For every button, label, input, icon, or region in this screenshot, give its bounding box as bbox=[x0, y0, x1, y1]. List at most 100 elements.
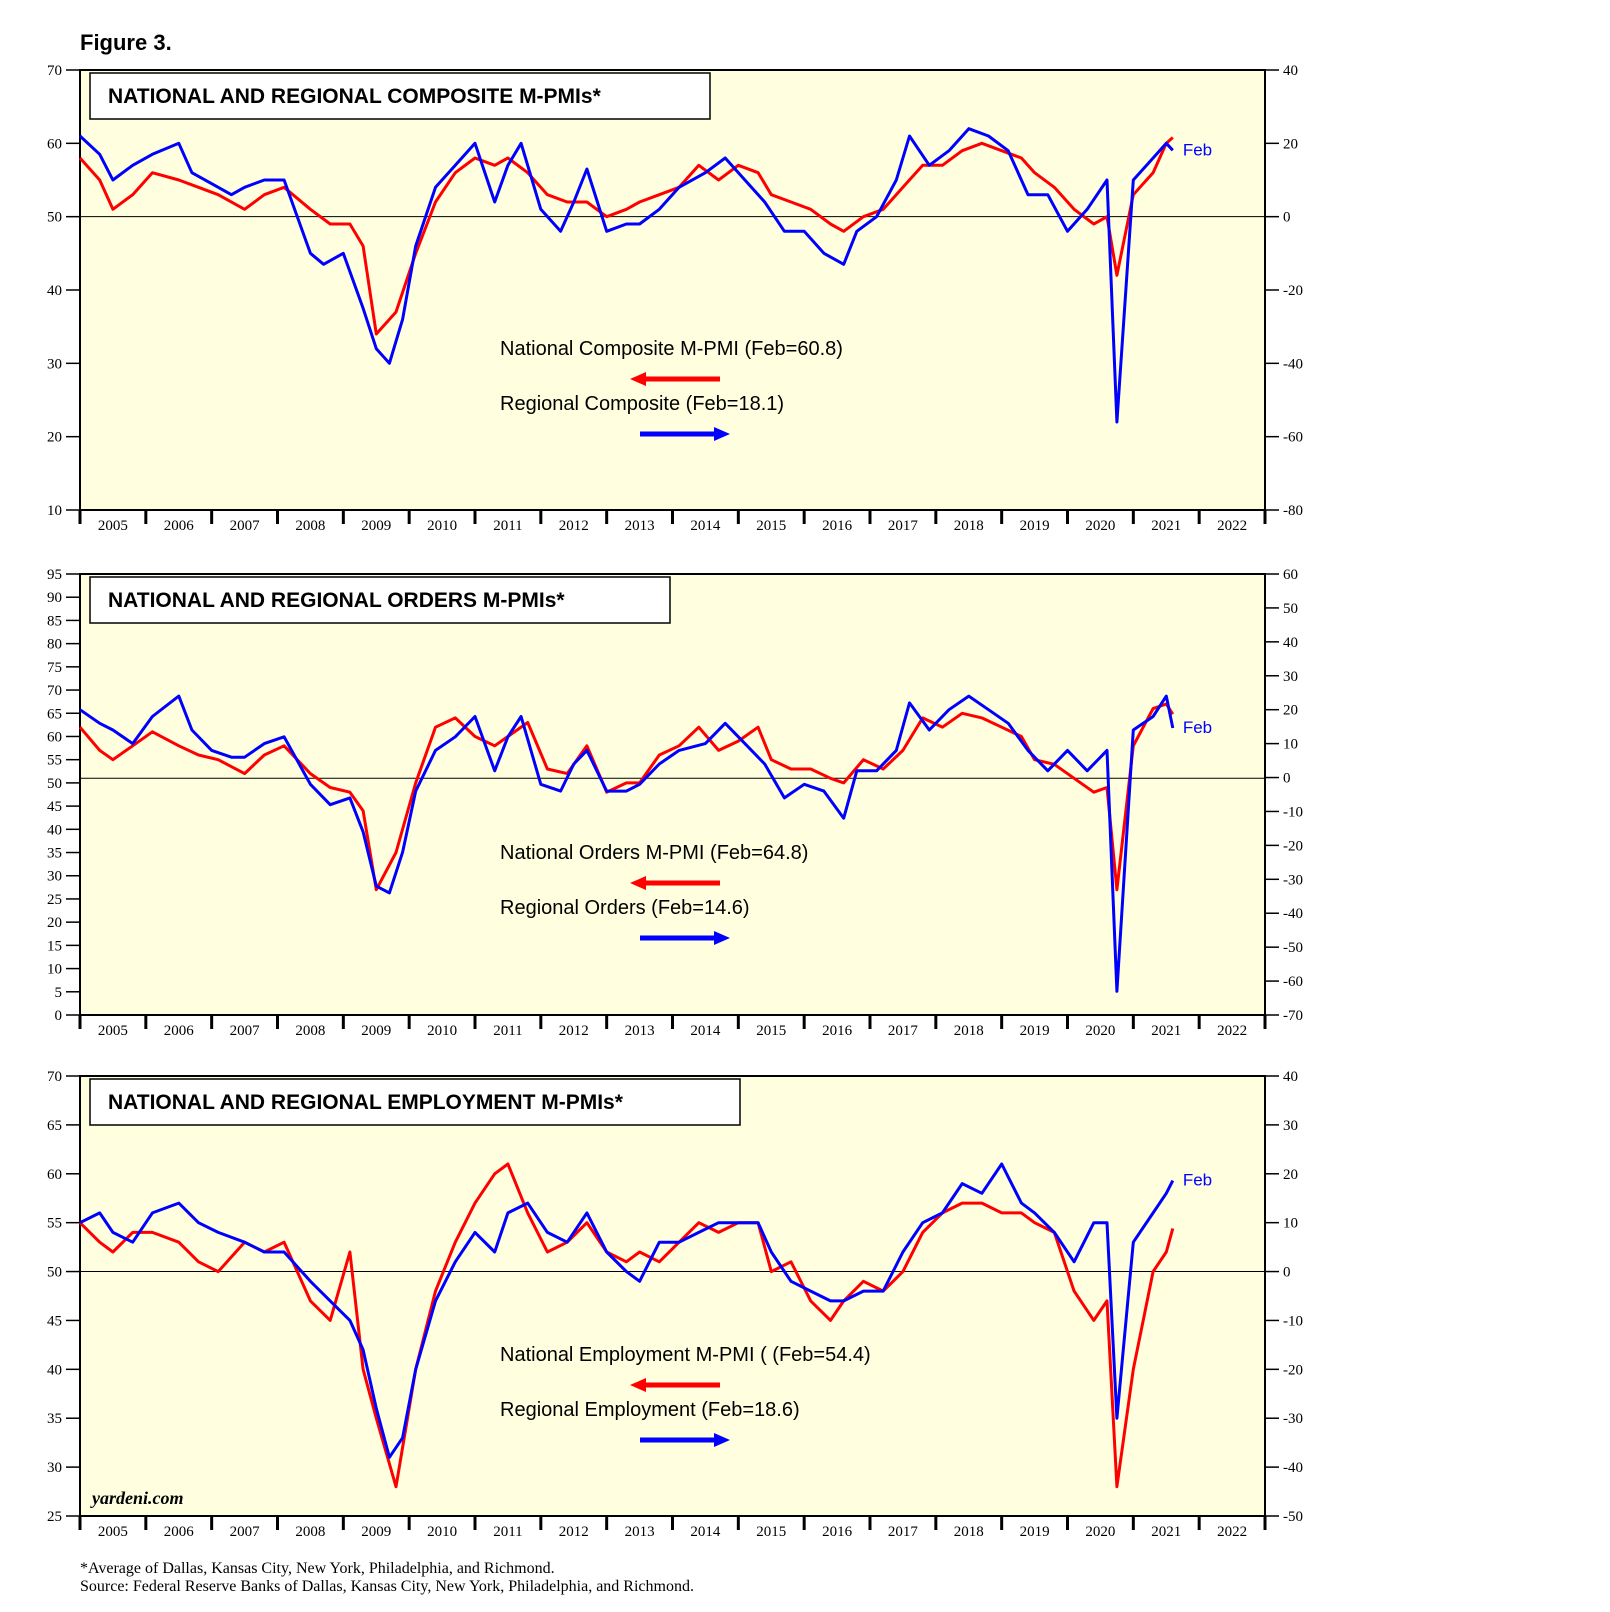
year-label: 2015 bbox=[756, 518, 786, 534]
legend-label: Regional Employment (Feb=18.6) bbox=[500, 1399, 800, 1421]
left-tick-label: 50 bbox=[47, 1265, 62, 1281]
title-box bbox=[89, 576, 671, 624]
year-label: 2005 bbox=[98, 1524, 128, 1540]
left-tick-label: 35 bbox=[47, 1411, 62, 1427]
chart-panel-3: 25 30 35 40 45 50 55 60 65 70 -50 -40 -30 -20 -10 0 10 20… bbox=[47, 1069, 1303, 1540]
plot-area bbox=[79, 573, 1266, 1016]
right-tick-label: 40 bbox=[1283, 635, 1298, 651]
left-tick-label: 15 bbox=[47, 938, 62, 954]
right-tick-label: 0 bbox=[1283, 210, 1291, 226]
year-label: 2021 bbox=[1151, 1023, 1181, 1039]
left-tick-label: 75 bbox=[47, 660, 62, 676]
year-label: 2009 bbox=[361, 1524, 391, 1540]
left-tick-label: 50 bbox=[47, 210, 62, 226]
right-tick-label: 30 bbox=[1283, 1118, 1298, 1134]
right-tick-label: -70 bbox=[1283, 1008, 1303, 1024]
left-tick-label: 20 bbox=[47, 430, 62, 446]
left-tick-label: 25 bbox=[47, 1509, 62, 1525]
year-label: 2011 bbox=[493, 1524, 522, 1540]
year-label: 2013 bbox=[625, 1524, 655, 1540]
left-tick-label: 40 bbox=[47, 283, 62, 299]
title-box bbox=[89, 72, 711, 120]
year-label: 2019 bbox=[1020, 518, 1050, 534]
year-label: 2021 bbox=[1151, 518, 1181, 534]
right-tick-label: -60 bbox=[1283, 430, 1303, 446]
right-tick-label: 10 bbox=[1283, 1216, 1298, 1232]
year-label: 2022 bbox=[1217, 1524, 1247, 1540]
year-label: 2011 bbox=[493, 518, 522, 534]
right-tick-label: 40 bbox=[1283, 63, 1298, 79]
left-tick-label: 70 bbox=[47, 63, 62, 79]
left-tick-label: 55 bbox=[47, 753, 62, 769]
year-label: 2010 bbox=[427, 1023, 457, 1039]
year-label: 2016 bbox=[822, 1023, 853, 1039]
left-tick-label: 45 bbox=[47, 1313, 62, 1329]
year-label: 2007 bbox=[230, 1524, 261, 1540]
right-tick-label: -80 bbox=[1283, 503, 1303, 519]
left-tick-label: 30 bbox=[47, 1460, 62, 1476]
year-label: 2022 bbox=[1217, 518, 1247, 534]
right-tick-label: -50 bbox=[1283, 940, 1303, 956]
left-tick-label: 5 bbox=[55, 985, 63, 1001]
year-label: 2018 bbox=[954, 1524, 984, 1540]
year-label: 2007 bbox=[230, 1023, 261, 1039]
year-label: 2009 bbox=[361, 1023, 391, 1039]
left-tick-label: 65 bbox=[47, 1118, 62, 1134]
year-label: 2019 bbox=[1020, 1023, 1050, 1039]
left-tick-label: 45 bbox=[47, 799, 62, 815]
right-tick-label: -40 bbox=[1283, 356, 1303, 372]
title-box bbox=[89, 1078, 741, 1126]
figure-title: Figure 3. bbox=[80, 30, 172, 55]
left-tick-label: 60 bbox=[47, 729, 62, 745]
chart-title: NATIONAL AND REGIONAL EMPLOYMENT M-PMIs* bbox=[108, 1091, 624, 1114]
year-label: 2010 bbox=[427, 518, 457, 534]
left-tick-label: 95 bbox=[47, 567, 62, 583]
year-label: 2017 bbox=[888, 518, 919, 534]
year-label: 2006 bbox=[164, 1023, 195, 1039]
right-tick-label: -30 bbox=[1283, 872, 1303, 888]
legend-label: Regional Orders (Feb=14.6) bbox=[500, 897, 750, 919]
year-label: 2007 bbox=[230, 518, 261, 534]
left-tick-label: 50 bbox=[47, 776, 62, 792]
left-tick-label: 25 bbox=[47, 892, 62, 908]
legend-label: National Orders M-PMI (Feb=64.8) bbox=[500, 842, 808, 864]
right-tick-label: -30 bbox=[1283, 1411, 1303, 1427]
left-tick-label: 60 bbox=[47, 1167, 62, 1183]
series-line-national bbox=[78, 702, 1175, 892]
series-line-national bbox=[78, 1162, 1175, 1489]
right-tick-label: -50 bbox=[1283, 1509, 1303, 1525]
year-label: 2012 bbox=[559, 1023, 589, 1039]
right-tick-label: 10 bbox=[1283, 737, 1298, 753]
left-tick-label: 10 bbox=[47, 503, 62, 519]
left-tick-label: 55 bbox=[47, 1216, 62, 1232]
year-label: 2017 bbox=[888, 1524, 919, 1540]
year-label: 2013 bbox=[625, 518, 655, 534]
series-line-regional bbox=[79, 694, 1175, 993]
chart-panel-1: 10 20 30 40 50 60 70 -80 -60 -40 -20 0 20 40 2005 2006 2… bbox=[47, 63, 1303, 534]
year-label: 2014 bbox=[690, 1524, 721, 1540]
year-label: 2015 bbox=[756, 1524, 786, 1540]
right-tick-label: -40 bbox=[1283, 906, 1303, 922]
year-label: 2006 bbox=[164, 518, 195, 534]
legend-arrow-head bbox=[630, 372, 646, 386]
right-tick-label: 20 bbox=[1283, 703, 1298, 719]
year-label: 2012 bbox=[559, 1524, 589, 1540]
plot-area bbox=[79, 69, 1266, 511]
legend-arrow-head bbox=[714, 427, 730, 441]
right-tick-label: -40 bbox=[1283, 1460, 1303, 1476]
left-tick-label: 0 bbox=[55, 1008, 63, 1024]
right-tick-label: 50 bbox=[1283, 601, 1298, 617]
left-tick-label: 60 bbox=[47, 136, 62, 152]
year-label: 2020 bbox=[1085, 518, 1115, 534]
year-label: 2010 bbox=[427, 1524, 457, 1540]
plot-area bbox=[79, 1075, 1266, 1517]
right-tick-label: 20 bbox=[1283, 136, 1298, 152]
left-tick-label: 20 bbox=[47, 915, 62, 931]
left-tick-label: 30 bbox=[47, 869, 62, 885]
end-label: Feb bbox=[1183, 718, 1212, 737]
year-label: 2009 bbox=[361, 518, 391, 534]
year-label: 2008 bbox=[295, 1023, 325, 1039]
left-tick-label: 30 bbox=[47, 356, 62, 372]
year-label: 2005 bbox=[98, 1023, 128, 1039]
